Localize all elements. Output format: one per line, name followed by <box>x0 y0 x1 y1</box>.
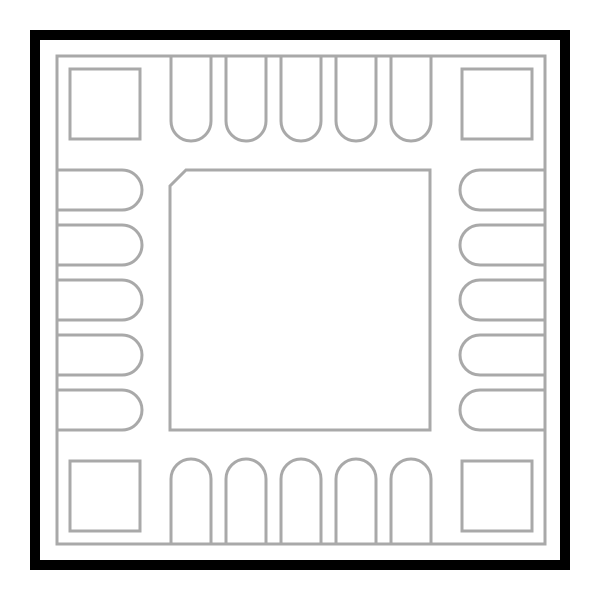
outer-border <box>35 35 565 565</box>
qfn-package-diagram <box>0 0 600 600</box>
